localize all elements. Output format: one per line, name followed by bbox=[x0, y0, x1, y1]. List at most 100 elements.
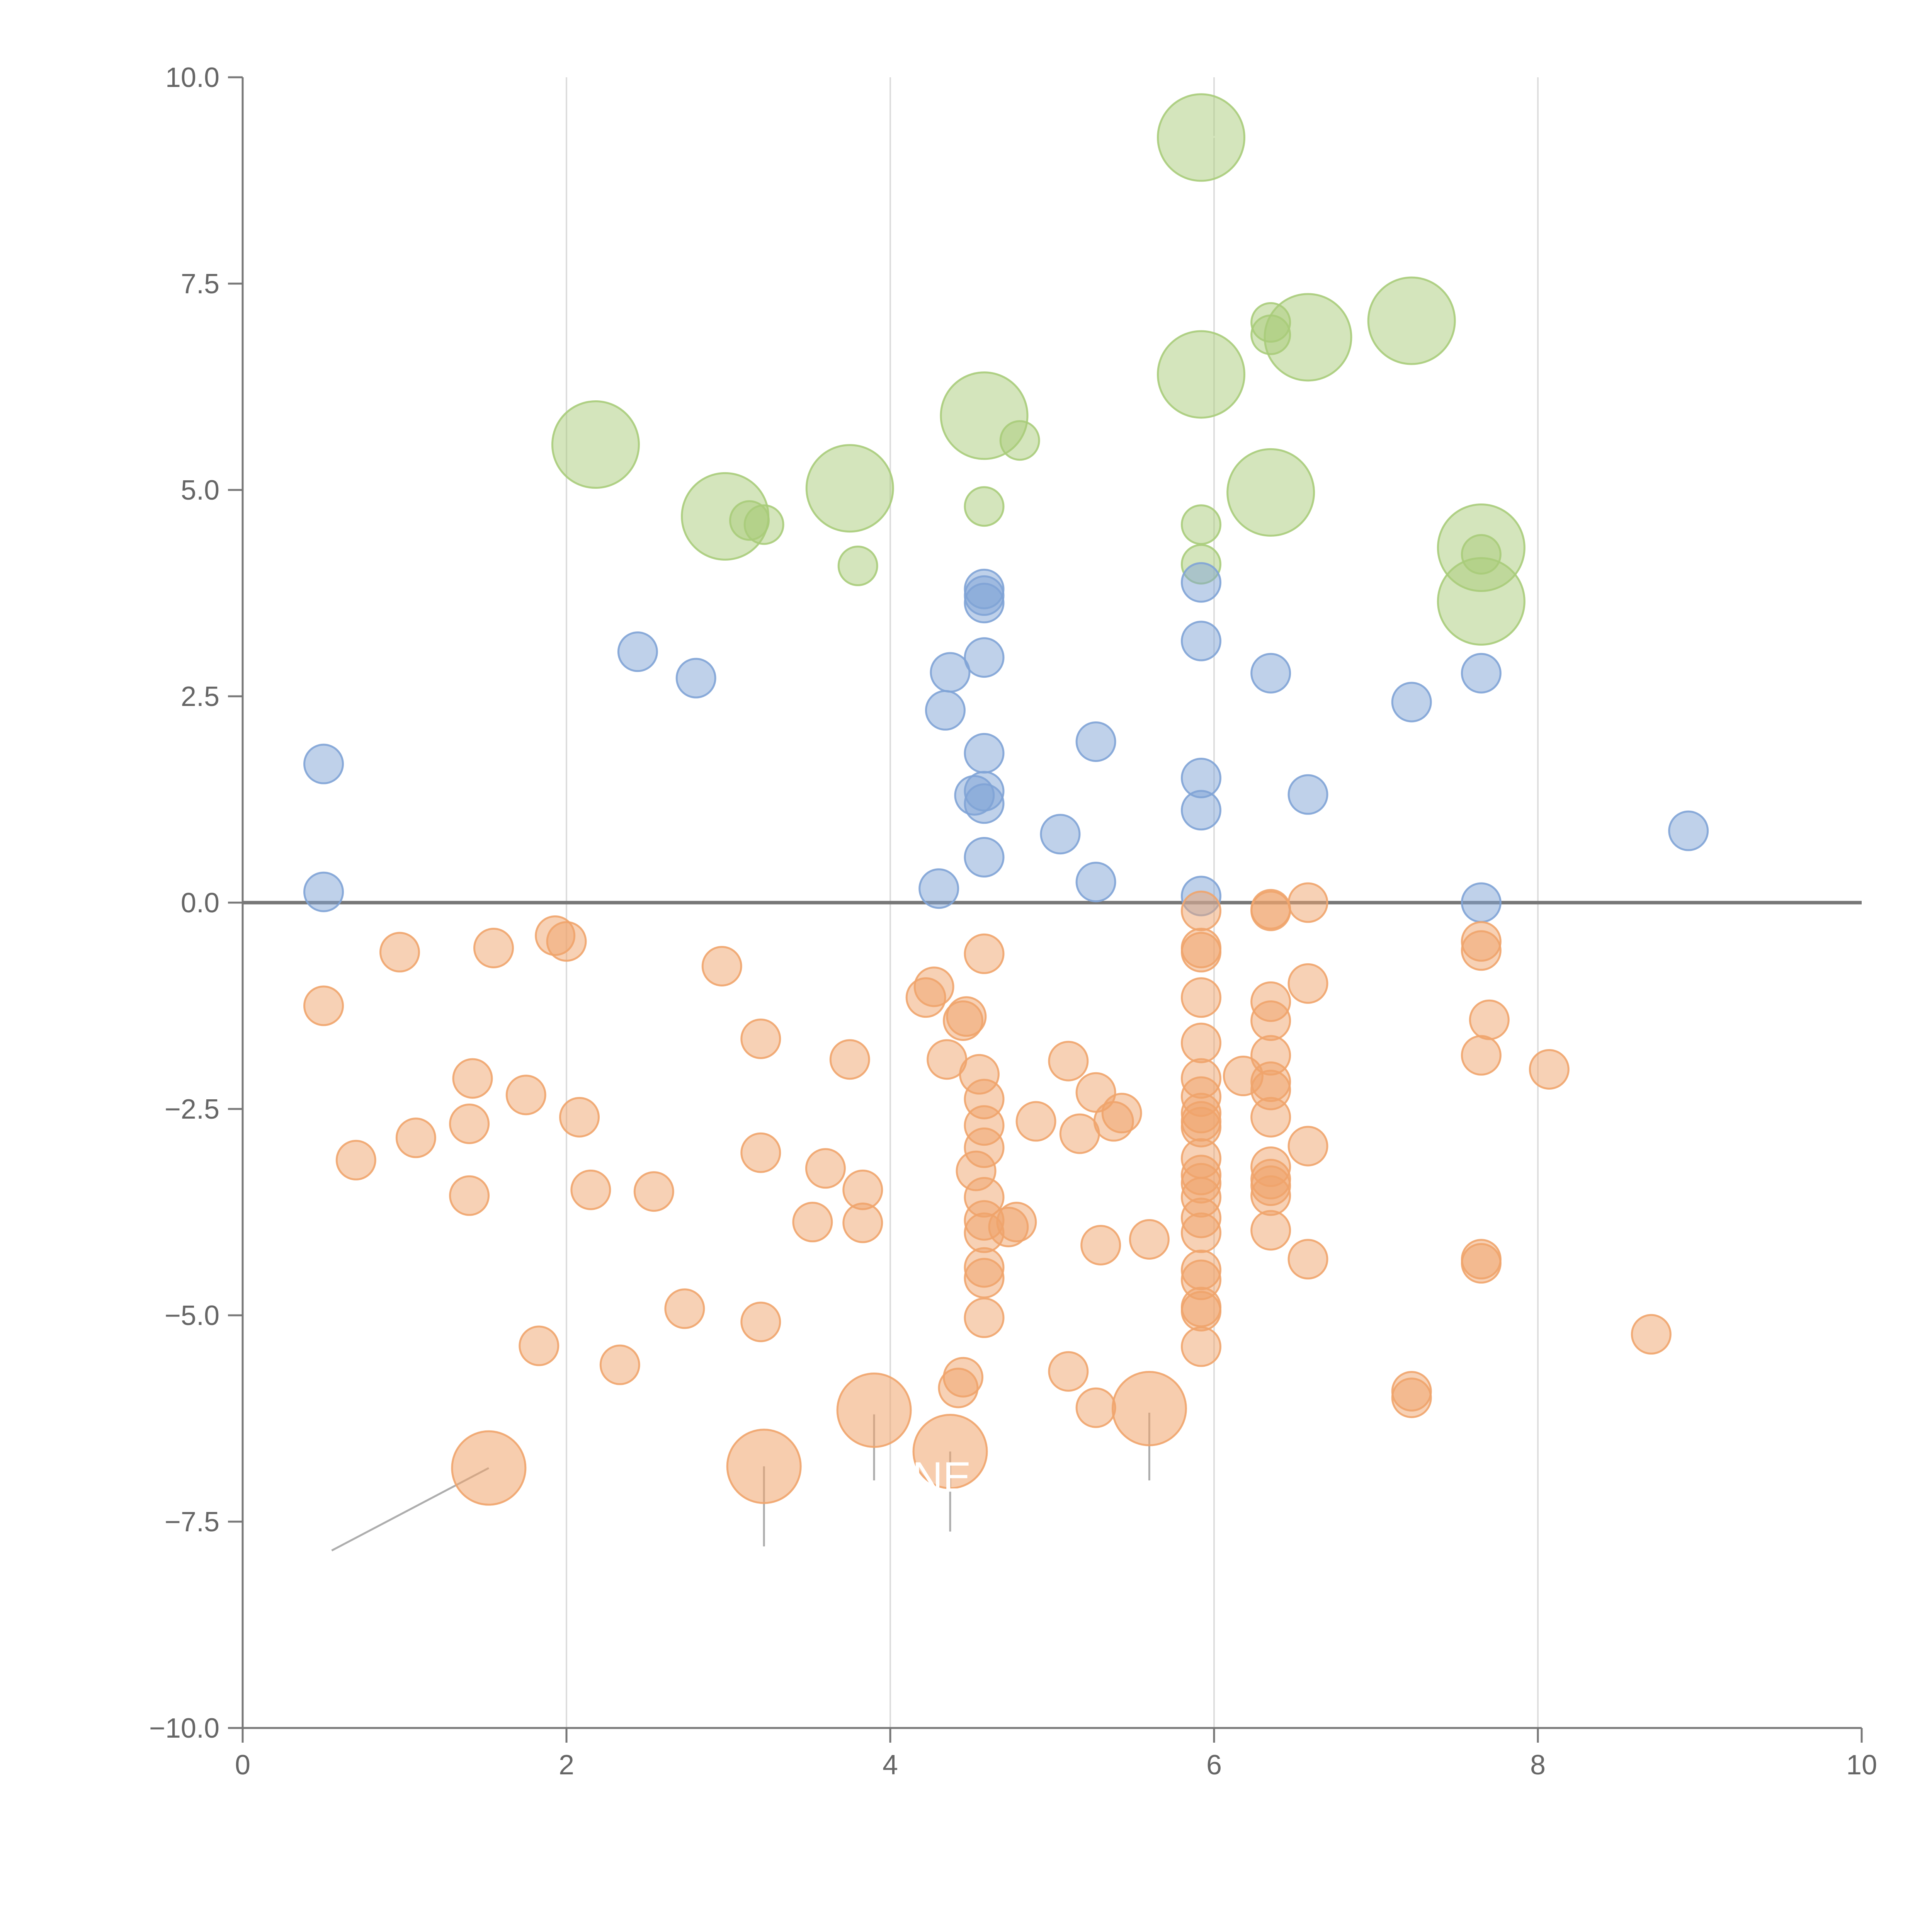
orange-point bbox=[1250, 1000, 1291, 1041]
blue-point bbox=[675, 658, 716, 699]
orange-point bbox=[1287, 963, 1328, 1004]
x-tick-label: 2 bbox=[559, 1750, 574, 1781]
orange-point bbox=[1287, 1126, 1328, 1167]
orange-point bbox=[842, 1202, 883, 1243]
orange-point bbox=[1631, 1314, 1672, 1355]
y-tick-label: 0.0 bbox=[181, 888, 219, 918]
orange-large-point bbox=[836, 1372, 912, 1448]
orange-point bbox=[1101, 1093, 1142, 1134]
orange-point bbox=[1250, 1097, 1291, 1138]
annotations: NE bbox=[912, 1454, 971, 1501]
orange-point bbox=[335, 1139, 376, 1180]
orange-point bbox=[829, 1039, 870, 1080]
y-tick-label: −10.0 bbox=[149, 1713, 219, 1744]
blue-point bbox=[964, 837, 1005, 878]
y-tick-label: −2.5 bbox=[165, 1094, 219, 1125]
orange-point bbox=[1461, 1035, 1502, 1076]
orange-point bbox=[599, 1344, 640, 1385]
blue-point bbox=[930, 652, 971, 693]
blue-point bbox=[1075, 862, 1116, 903]
blue-point bbox=[1040, 814, 1081, 855]
orange-point bbox=[1529, 1049, 1570, 1090]
green-point bbox=[551, 400, 640, 489]
green-point bbox=[1367, 276, 1456, 365]
blue-point bbox=[1461, 882, 1502, 923]
orange-large-point bbox=[1111, 1371, 1187, 1446]
blue-point bbox=[1668, 810, 1709, 851]
orange-point bbox=[1080, 1225, 1121, 1265]
orange-point bbox=[395, 1117, 436, 1158]
orange-point bbox=[996, 1202, 1037, 1243]
x-tick-label: 0 bbox=[235, 1750, 250, 1781]
y-tick-label: −7.5 bbox=[165, 1507, 219, 1537]
orange-point bbox=[473, 927, 514, 968]
blue-point bbox=[925, 690, 966, 731]
orange-point bbox=[1180, 1326, 1221, 1367]
blue-point bbox=[1180, 790, 1221, 831]
orange-point bbox=[938, 1367, 979, 1408]
orange-point bbox=[1180, 1212, 1221, 1253]
blue-point bbox=[1180, 621, 1221, 662]
green-point bbox=[837, 546, 878, 587]
orange-point bbox=[1075, 1387, 1116, 1428]
x-tick-label: 8 bbox=[1530, 1750, 1546, 1781]
orange-point bbox=[546, 921, 587, 962]
blue-point bbox=[964, 783, 1005, 824]
orange-point bbox=[964, 1127, 1005, 1168]
y-tick-label: −5.0 bbox=[165, 1300, 219, 1331]
blue-point bbox=[1075, 721, 1116, 762]
green-point bbox=[1180, 504, 1221, 545]
orange-point bbox=[303, 985, 344, 1026]
orange-point bbox=[1250, 1175, 1291, 1216]
green-point bbox=[1156, 93, 1245, 182]
y-tick-label: 5.0 bbox=[181, 475, 219, 506]
orange-point bbox=[559, 1097, 600, 1138]
orange-point bbox=[1180, 1022, 1221, 1063]
blue-point bbox=[1180, 562, 1221, 603]
blue-point bbox=[964, 583, 1005, 624]
orange-point bbox=[1180, 977, 1221, 1018]
orange-point bbox=[1129, 1219, 1170, 1260]
orange-point bbox=[664, 1288, 705, 1329]
green-point bbox=[1437, 557, 1526, 646]
orange-point bbox=[701, 946, 742, 986]
annotation-label: NE bbox=[912, 1454, 971, 1501]
orange-point bbox=[1250, 1210, 1291, 1251]
green-point bbox=[1156, 330, 1245, 419]
orange-point bbox=[449, 1175, 490, 1216]
orange-point bbox=[1469, 999, 1510, 1040]
green-point bbox=[743, 504, 784, 545]
orange-point bbox=[1391, 1378, 1432, 1418]
orange-point bbox=[633, 1171, 674, 1212]
orange-point bbox=[1180, 932, 1221, 973]
orange-point bbox=[740, 1301, 781, 1342]
y-tick-label: 10.0 bbox=[165, 62, 219, 93]
orange-point bbox=[740, 1132, 781, 1173]
orange-point bbox=[519, 1325, 560, 1366]
blue-point bbox=[617, 631, 658, 672]
blue-point bbox=[1287, 774, 1328, 815]
x-tick-label: 4 bbox=[883, 1750, 898, 1781]
blue-point bbox=[964, 637, 1005, 678]
green-point bbox=[999, 420, 1040, 461]
orange-point bbox=[740, 1018, 781, 1059]
orange-point bbox=[449, 1103, 490, 1144]
data-points bbox=[303, 93, 1709, 1506]
orange-point bbox=[964, 933, 1005, 974]
blue-point bbox=[1250, 653, 1291, 694]
orange-large-point bbox=[726, 1429, 802, 1504]
axes: 0 2 4 6 8 10 −10.0 −7.5 −5.0 −2.5 0.0 2.5 5.0 7.5 10.0 bbox=[149, 62, 1877, 1781]
orange-point bbox=[570, 1169, 611, 1210]
orange-point bbox=[1287, 882, 1328, 923]
orange-point bbox=[1048, 1351, 1089, 1392]
blue-point bbox=[964, 733, 1005, 774]
orange-point bbox=[964, 1258, 1005, 1299]
blue-point bbox=[1461, 653, 1502, 694]
orange-large-point bbox=[451, 1430, 527, 1506]
x-tick-label: 6 bbox=[1206, 1750, 1222, 1781]
orange-point bbox=[505, 1075, 546, 1116]
orange-point bbox=[1287, 1239, 1328, 1280]
orange-point bbox=[1015, 1101, 1056, 1142]
orange-point bbox=[452, 1058, 493, 1099]
